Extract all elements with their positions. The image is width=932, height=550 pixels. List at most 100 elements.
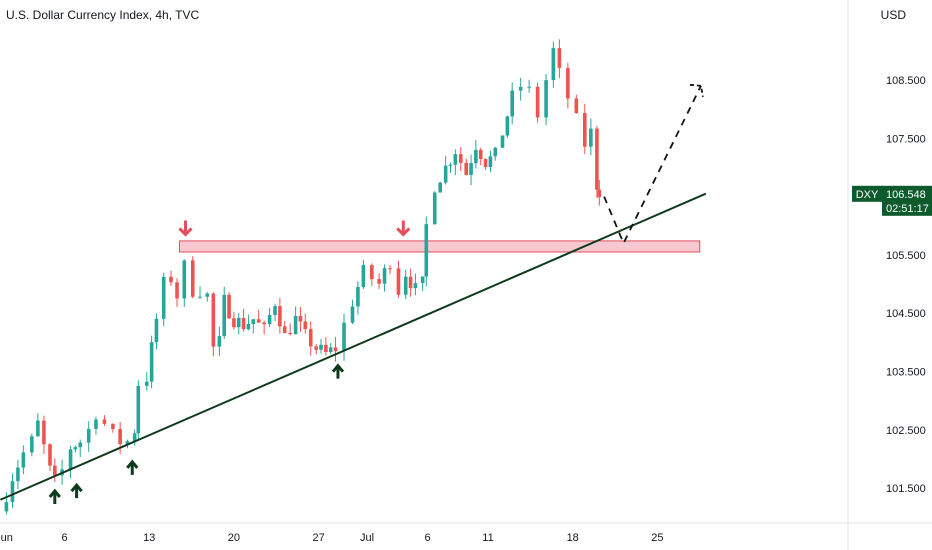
y-tick-label: 104.500 — [886, 308, 926, 320]
candle-body — [303, 321, 308, 330]
down-arrow-head — [178, 227, 193, 237]
candle-body — [232, 318, 236, 328]
candle-body — [324, 344, 328, 353]
x-tick-label: 18 — [567, 532, 579, 544]
candle-body — [488, 156, 493, 167]
candle-body — [246, 324, 251, 330]
candle-body — [544, 80, 548, 118]
candle-body — [278, 306, 282, 327]
candle-body — [342, 322, 346, 352]
candle-body — [493, 147, 498, 157]
x-tick-label: 11 — [482, 532, 493, 544]
candle-body — [111, 423, 115, 429]
candle-body — [102, 419, 107, 424]
candle-body — [30, 436, 34, 453]
symbol-tag — [852, 185, 882, 202]
candle-body — [464, 162, 469, 175]
candle-body — [267, 315, 272, 325]
candle-body — [78, 442, 83, 448]
candle-body — [505, 116, 510, 136]
candle-body — [227, 294, 231, 319]
candle-body — [396, 268, 401, 295]
candle-body — [566, 67, 570, 99]
candle-body — [256, 319, 261, 323]
candle-body — [154, 318, 159, 343]
candle-body — [293, 315, 298, 335]
candle-body — [388, 268, 392, 270]
candle-body — [190, 260, 195, 297]
candle-body — [350, 306, 355, 323]
x-tick-label: 6 — [424, 532, 430, 544]
candle-body — [222, 294, 227, 337]
candle-body — [149, 342, 154, 382]
candle-body — [469, 163, 473, 175]
candle-body — [500, 135, 505, 148]
candle-body — [251, 319, 256, 325]
x-tick-label: 25 — [651, 532, 663, 544]
price-tag-value: 106.548 — [886, 189, 926, 201]
x-tick-label: 6 — [61, 532, 67, 544]
candle-body — [377, 279, 381, 284]
x-tick-label: 20 — [228, 532, 240, 544]
candle-body — [198, 296, 202, 298]
candle-body — [382, 268, 387, 284]
candle-body — [211, 293, 216, 347]
candle-body — [273, 306, 277, 316]
candle-body — [136, 385, 141, 434]
candle-body — [424, 224, 429, 277]
candle-body — [161, 276, 166, 319]
candle-body — [557, 48, 562, 68]
x-tick-label: 27 — [312, 532, 324, 544]
candle-body — [432, 192, 437, 225]
candle-body — [241, 318, 246, 330]
candle-body — [518, 86, 523, 91]
up-arrow-head — [126, 459, 139, 469]
up-arrow-head — [331, 363, 345, 373]
candle-body — [205, 293, 210, 297]
candles — [4, 39, 602, 515]
candle-body — [308, 329, 313, 347]
candle-body — [4, 502, 9, 512]
x-tick-label: Jul — [360, 532, 374, 544]
candle-body — [474, 149, 478, 164]
candle-body — [236, 318, 241, 328]
candle-body — [298, 315, 303, 322]
candle-body — [36, 420, 40, 437]
candle-body — [175, 282, 179, 299]
currency-label: USD — [880, 8, 906, 22]
candle-body — [403, 276, 408, 295]
y-tick-label: 102.500 — [886, 425, 926, 437]
candle-body — [408, 276, 413, 289]
y-tick-label: 107.500 — [886, 133, 926, 145]
candle-body — [53, 465, 57, 476]
resistance-zone — [178, 240, 701, 253]
candle-body — [314, 346, 318, 350]
candle-body — [551, 48, 556, 81]
candle-body — [144, 381, 149, 386]
candle-body — [478, 149, 483, 160]
price-tag-countdown: 02:51:17 — [886, 203, 929, 215]
candle-body — [48, 444, 52, 466]
down-arrow-head — [396, 227, 411, 237]
candle-body — [68, 449, 73, 470]
candle-body — [288, 333, 292, 335]
candle-body — [535, 86, 540, 118]
candle-body — [448, 164, 453, 166]
candle-body — [574, 98, 579, 114]
candle-body — [217, 336, 222, 347]
candle-body — [458, 154, 463, 163]
x-tick-label: Jun — [0, 532, 13, 544]
candle-body — [370, 265, 374, 280]
candle-body — [182, 260, 187, 299]
projection-path — [603, 85, 702, 246]
price-tag — [882, 185, 932, 216]
y-tick-label: 105.500 — [886, 250, 926, 262]
candle-body — [583, 113, 587, 147]
candle-body — [118, 428, 122, 445]
candle-body — [453, 154, 458, 165]
candle-body — [438, 182, 443, 193]
candle-body — [262, 322, 266, 325]
up-arrow-head — [48, 488, 61, 498]
projection-arrowhead — [689, 83, 704, 97]
